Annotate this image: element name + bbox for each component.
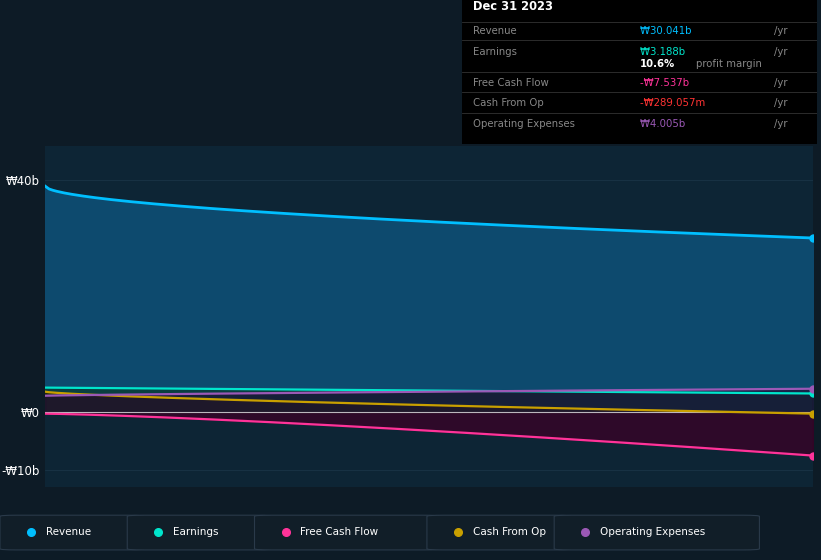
Text: Free Cash Flow: Free Cash Flow (300, 527, 378, 537)
Text: /yr: /yr (774, 97, 788, 108)
Text: Cash From Op: Cash From Op (473, 527, 546, 537)
Text: -₩7.537b: -₩7.537b (640, 78, 692, 88)
Text: /yr: /yr (774, 47, 788, 57)
FancyBboxPatch shape (255, 515, 439, 550)
Text: Operating Expenses: Operating Expenses (600, 527, 705, 537)
Text: 10.6%: 10.6% (640, 59, 675, 68)
Text: Dec 31 2023: Dec 31 2023 (473, 0, 553, 13)
Text: -₩289.057m: -₩289.057m (640, 97, 708, 108)
FancyBboxPatch shape (554, 515, 759, 550)
Text: Earnings: Earnings (473, 47, 517, 57)
FancyBboxPatch shape (127, 515, 271, 550)
Text: Revenue: Revenue (473, 26, 516, 36)
Text: Earnings: Earnings (173, 527, 218, 537)
FancyBboxPatch shape (427, 515, 571, 550)
Text: /yr: /yr (774, 26, 788, 36)
Text: profit margin: profit margin (696, 59, 762, 68)
Text: ₩30.041b: ₩30.041b (640, 26, 695, 36)
Text: Free Cash Flow: Free Cash Flow (473, 78, 548, 88)
Text: /yr: /yr (774, 119, 788, 129)
Text: ₩4.005b: ₩4.005b (640, 119, 688, 129)
Text: Cash From Op: Cash From Op (473, 97, 544, 108)
Text: ₩3.188b: ₩3.188b (640, 47, 688, 57)
Text: /yr: /yr (774, 78, 788, 88)
Text: Operating Expenses: Operating Expenses (473, 119, 575, 129)
FancyBboxPatch shape (0, 515, 144, 550)
Text: Revenue: Revenue (46, 527, 91, 537)
